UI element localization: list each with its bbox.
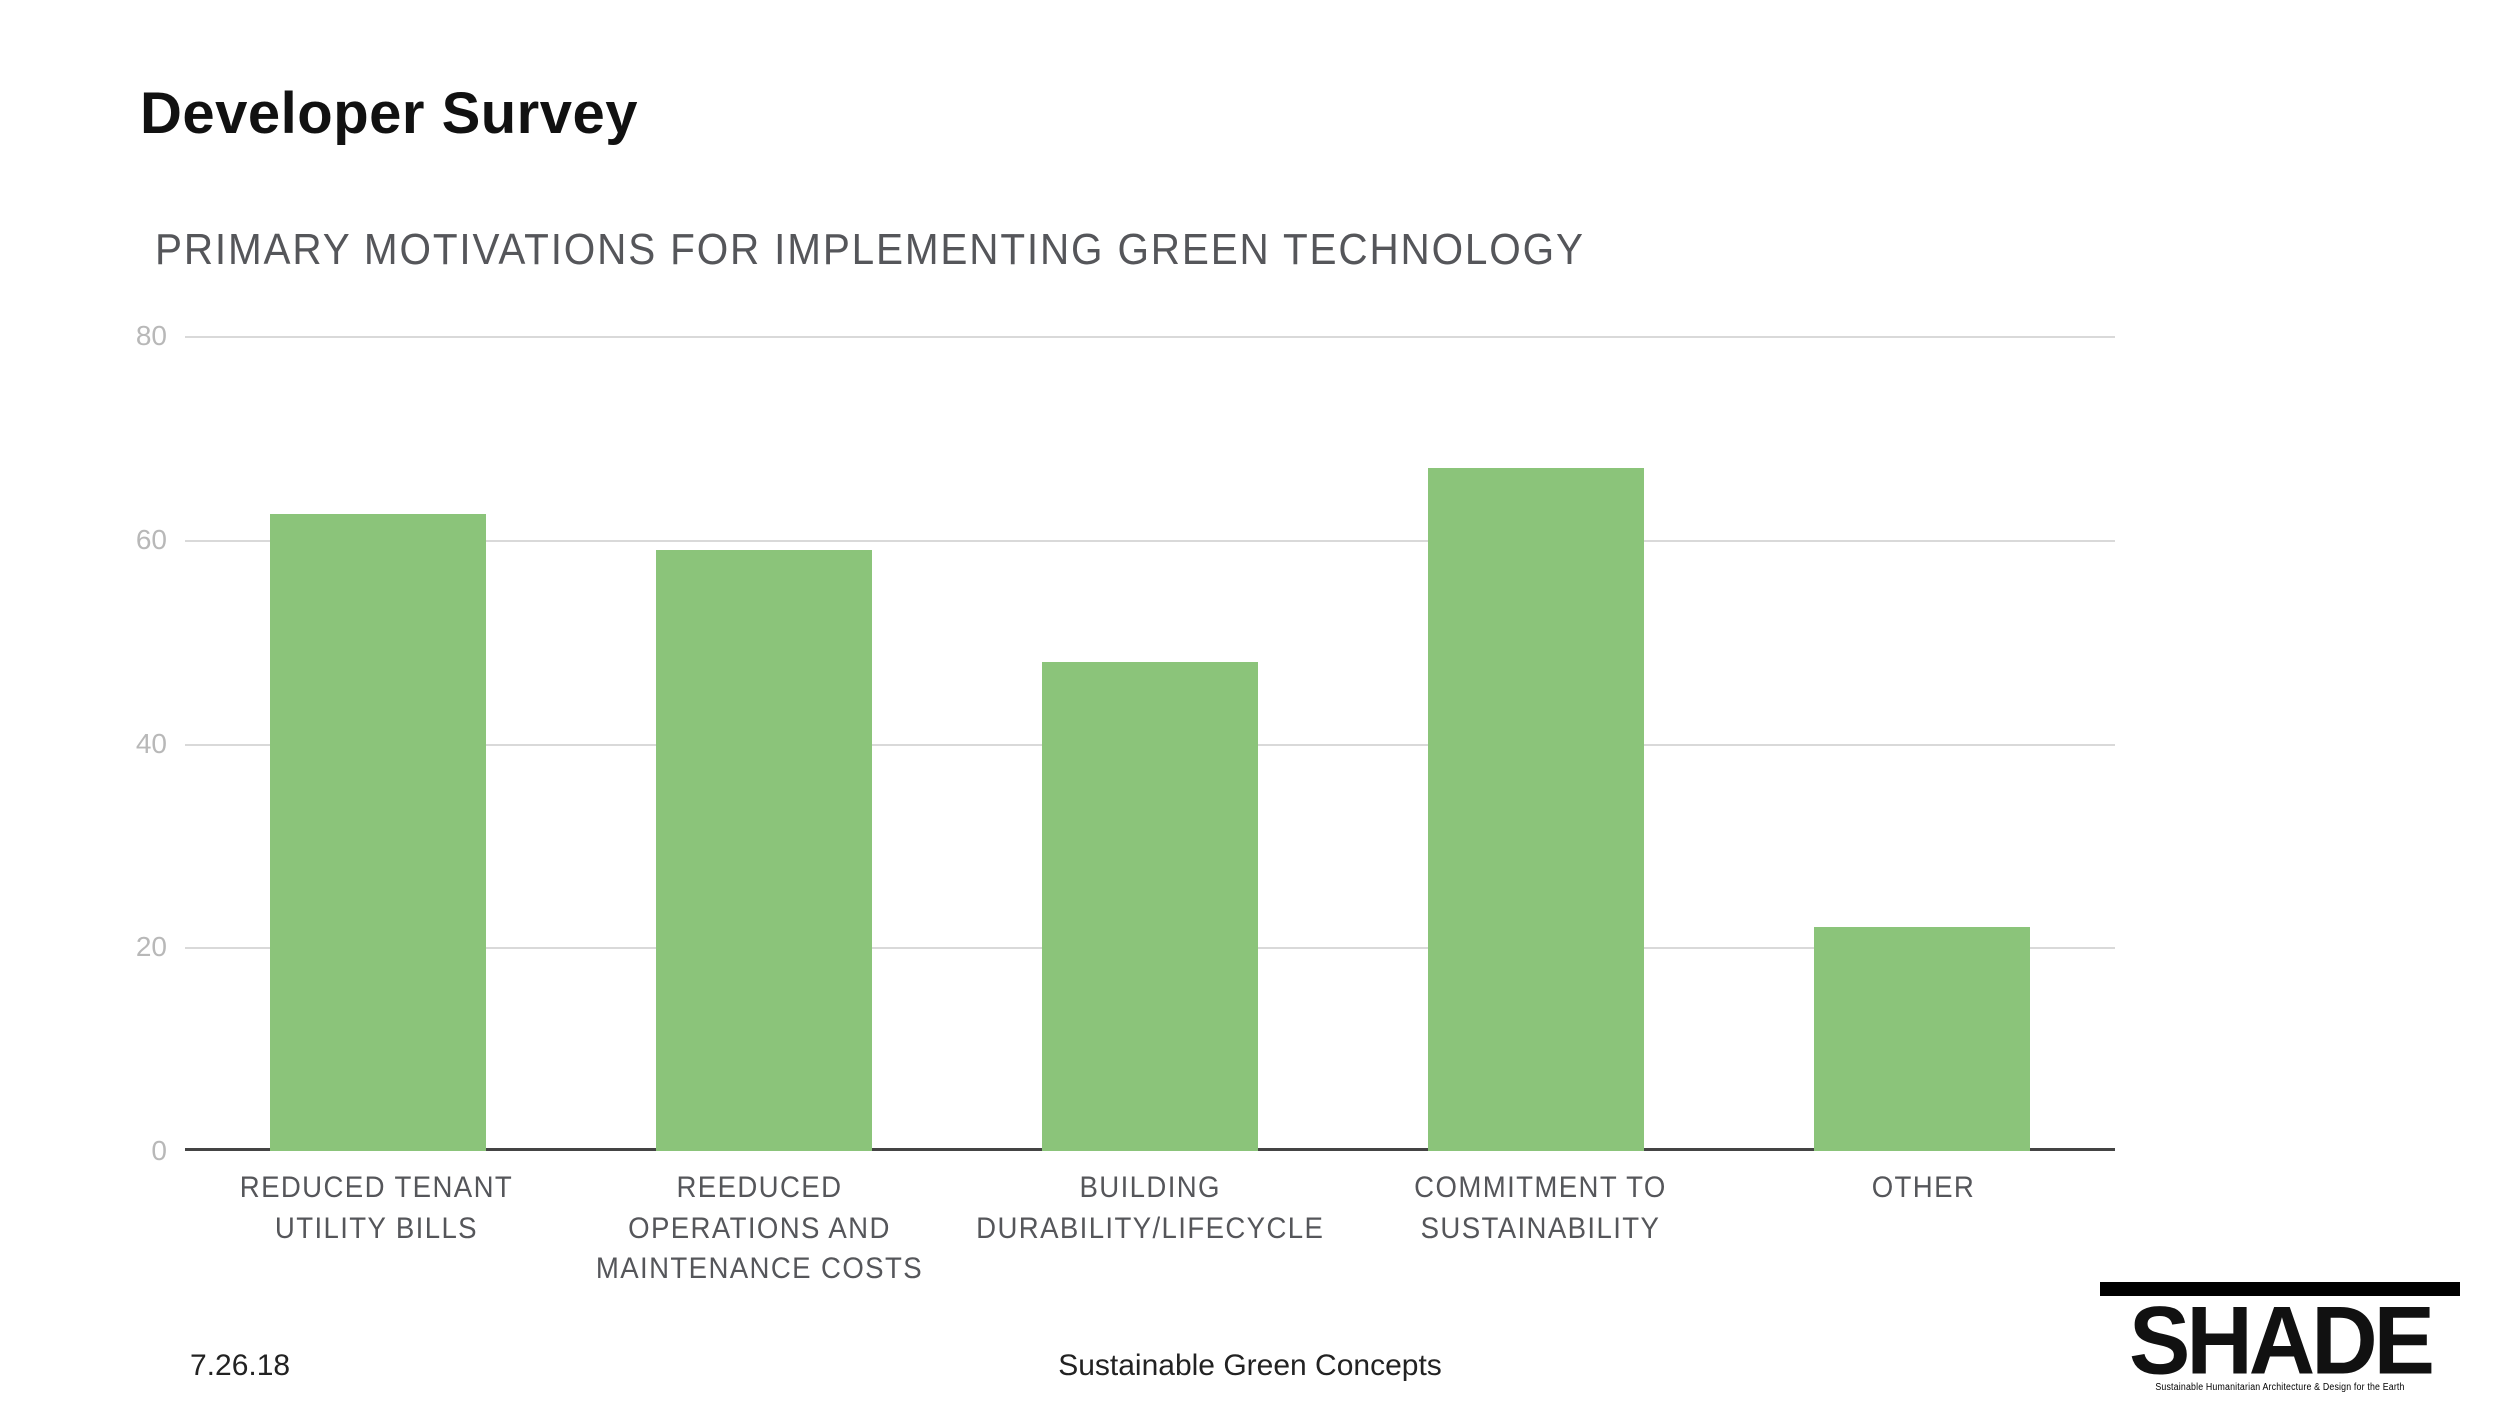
bar-chart: 020406080 xyxy=(185,336,2115,1151)
brand-logo: SHADE Sustainable Humanitarian Architect… xyxy=(2100,1282,2460,1393)
x-tick-label: REDUCED TENANT UTILITY BILLS xyxy=(200,1168,552,1290)
logo-text: SHADE xyxy=(2100,1300,2460,1382)
x-tick-label: BUILDING DURABILITY/LIFECYCLE xyxy=(967,1168,1334,1290)
y-tick-label: 80 xyxy=(136,320,167,352)
bar xyxy=(1042,662,1258,1151)
y-tick-label: 60 xyxy=(136,524,167,556)
bar xyxy=(1428,468,1644,1151)
bar xyxy=(656,550,872,1151)
bar-slot xyxy=(571,336,957,1151)
y-tick-label: 40 xyxy=(136,728,167,760)
bar-slot xyxy=(185,336,571,1151)
y-tick-label: 0 xyxy=(151,1135,167,1167)
bar-slot xyxy=(957,336,1343,1151)
bar xyxy=(270,514,486,1151)
logo-tagline: Sustainable Humanitarian Architecture & … xyxy=(2122,1382,2439,1393)
x-axis-labels: REDUCED TENANT UTILITY BILLS REEDUCED OPE… xyxy=(185,1168,2115,1290)
y-tick-label: 20 xyxy=(136,931,167,963)
plot-area: 020406080 xyxy=(185,336,2115,1151)
bars-container xyxy=(185,336,2115,1151)
bar-slot xyxy=(1729,336,2115,1151)
chart-title: PRIMARY MOTIVATIONS FOR IMPLEMENTING GRE… xyxy=(155,225,1585,275)
slide: Developer Survey PRIMARY MOTIVATIONS FOR… xyxy=(0,0,2500,1407)
x-tick-label: REEDUCED OPERATIONS AND MAINTENANCE COST… xyxy=(583,1168,935,1290)
page-title: Developer Survey xyxy=(140,80,638,147)
bar xyxy=(1814,927,2030,1151)
x-tick-label: OTHER xyxy=(1747,1168,2099,1290)
x-tick-label: COMMITMENT TO SUSTAINABILITY xyxy=(1365,1168,1717,1290)
bar-slot xyxy=(1343,336,1729,1151)
